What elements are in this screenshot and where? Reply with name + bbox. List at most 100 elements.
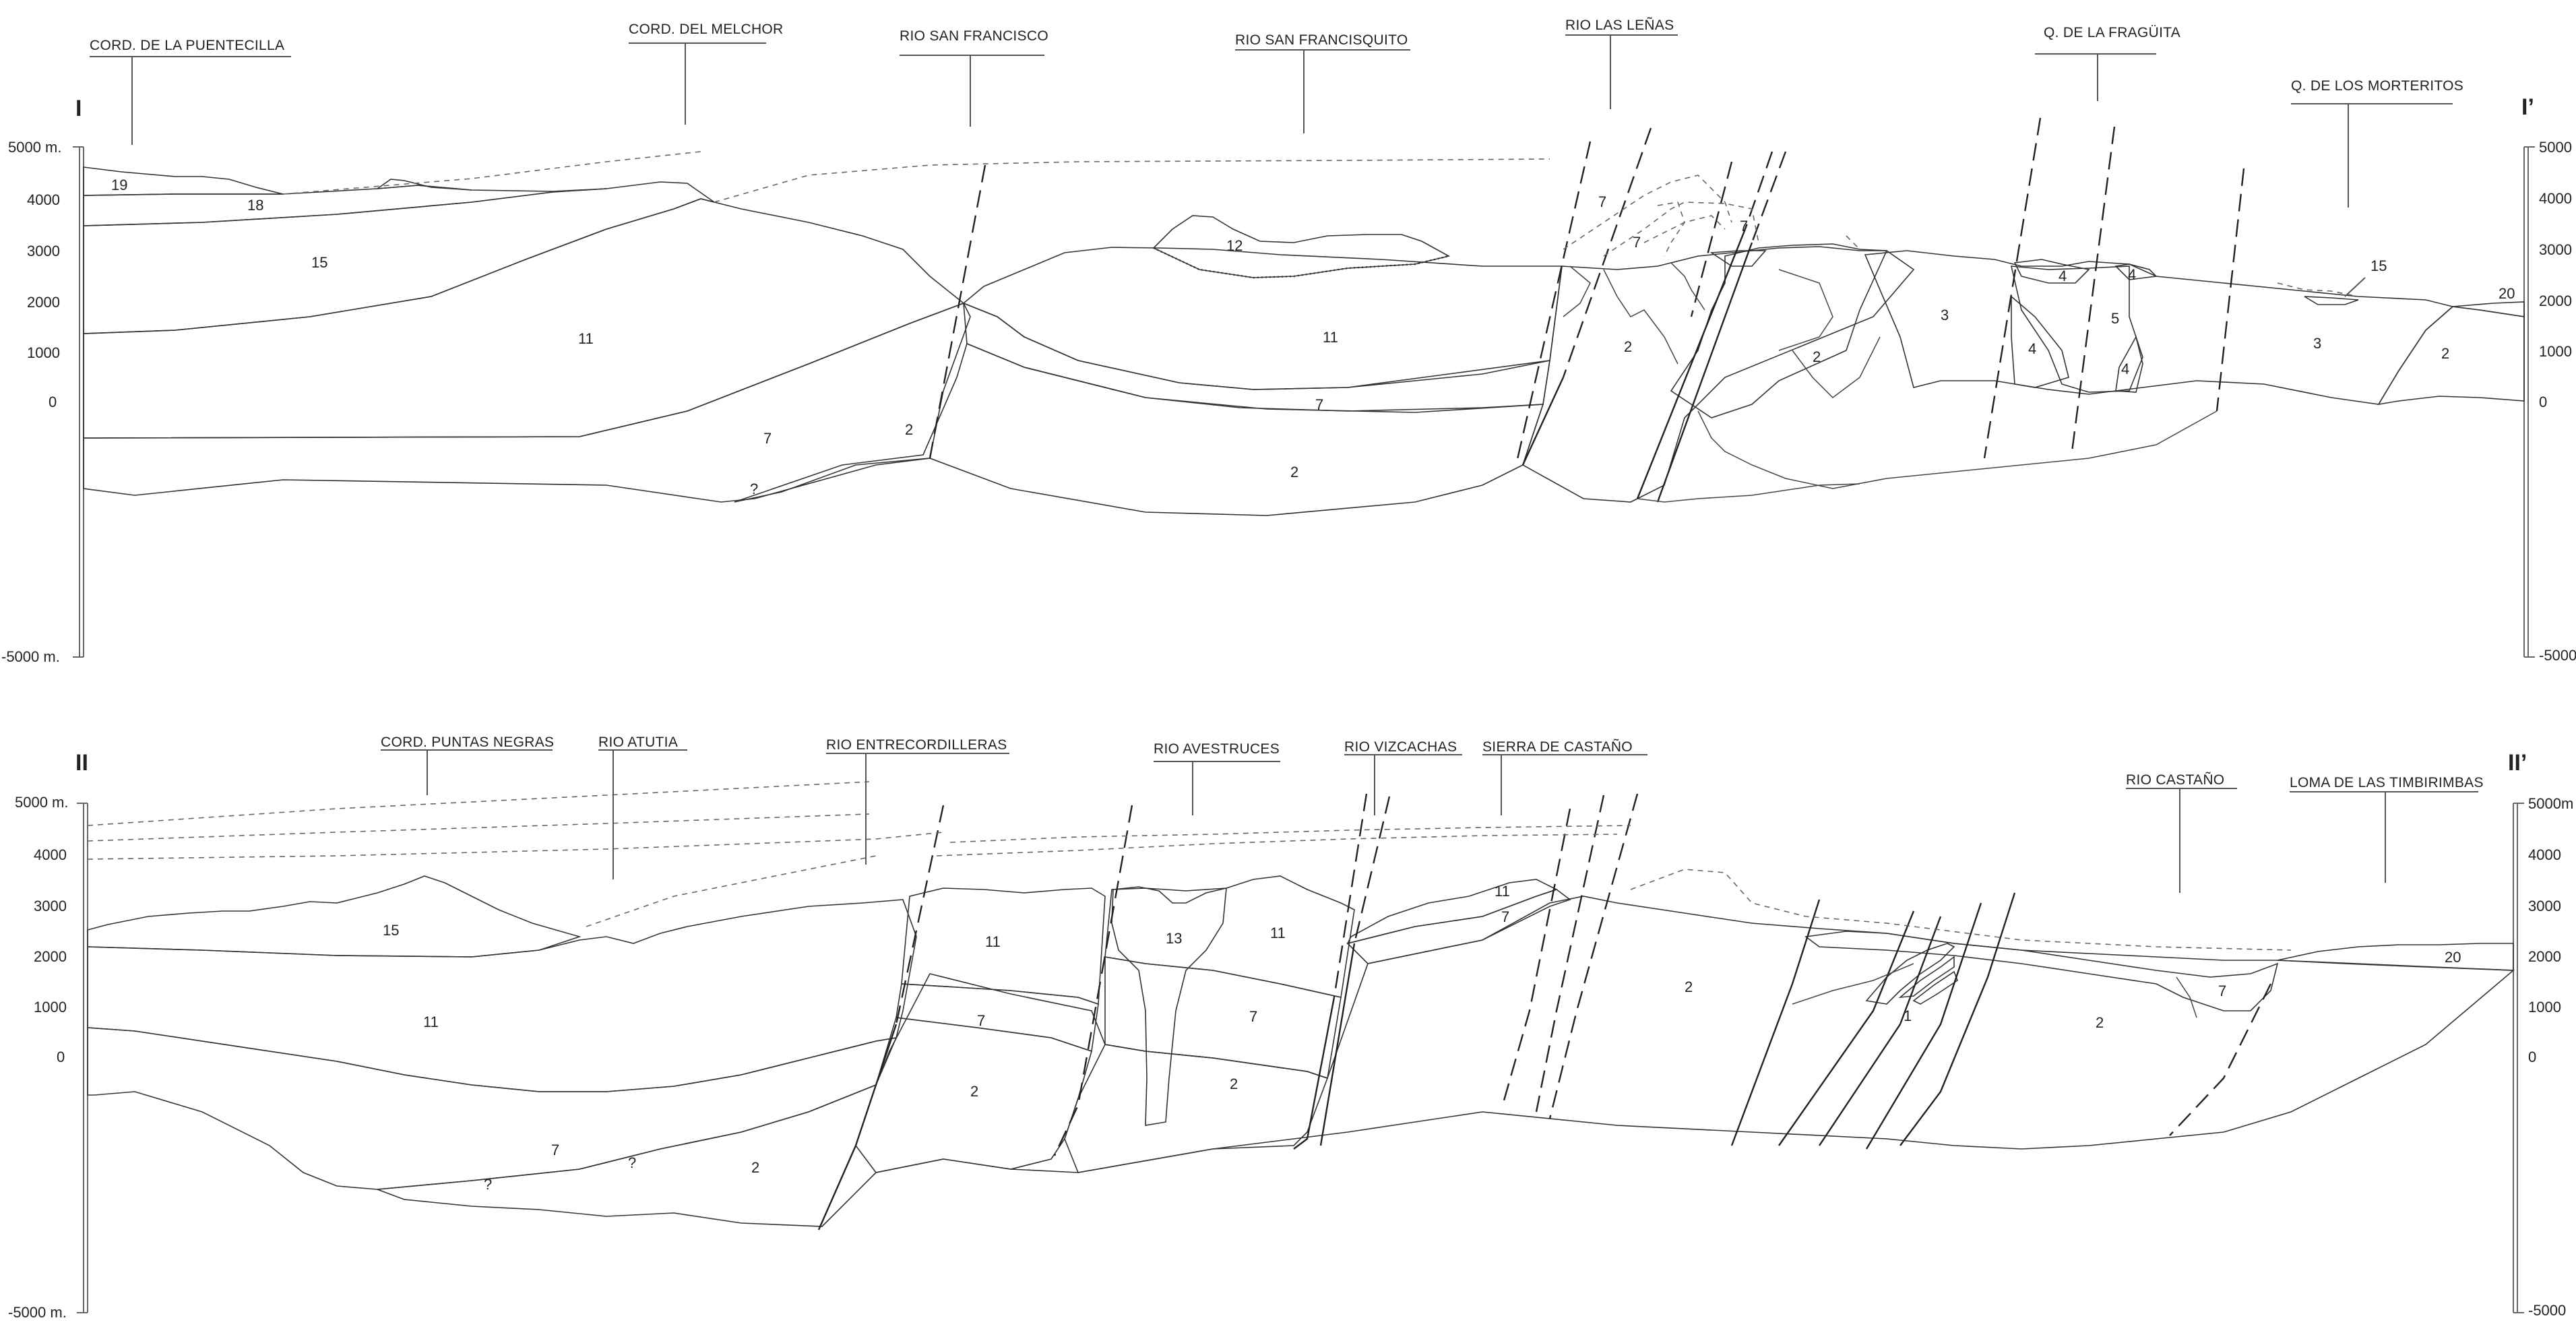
section-2-left-scale: 5000 m. 4000 3000 2000 1000 0 -5000 m. — [8, 794, 88, 1321]
restored-profile — [586, 855, 877, 927]
section-1-left-scale: 5000 m. 4000 3000 2000 1000 0 -5000 m. — [1, 139, 84, 665]
fault — [1899, 892, 2016, 1146]
right-scale-tick-4000: 4000 — [2539, 190, 2572, 207]
restored-profile — [1630, 869, 2292, 951]
unit-label: 7 — [1249, 1008, 1257, 1025]
unit-2-basement-west — [734, 342, 1544, 516]
fault — [1501, 808, 1571, 1106]
unit-4-b — [2114, 263, 2158, 280]
fault — [1515, 141, 1592, 466]
fault — [1053, 805, 1133, 1156]
unit-label: 11 — [1270, 925, 1286, 941]
fault — [2071, 126, 2116, 452]
fault — [1744, 151, 1773, 230]
unit-label: 7 — [1501, 908, 1509, 925]
unit-label: 3 — [1941, 307, 1949, 323]
fault — [1690, 161, 1733, 317]
unit-label: 20 — [2499, 285, 2515, 302]
unit-15-east — [2304, 296, 2359, 305]
unit-2-central-b — [1064, 1044, 1329, 1173]
unit-label: 4 — [2121, 361, 2129, 377]
right-scale-tick-0: 0 — [2539, 394, 2547, 410]
unit-label: 18 — [247, 197, 263, 214]
structure-line — [1563, 266, 1591, 317]
unit-label: 1 — [1904, 1007, 1912, 1024]
right-scale-tick-4000: 4000 — [2528, 846, 2561, 863]
right-scale-tick-3000: 3000 — [2539, 241, 2572, 258]
left-scale-tick-3000: 3000 — [27, 243, 60, 259]
unit-18 — [83, 185, 607, 226]
left-scale-tick-0: 0 — [49, 394, 57, 410]
fault — [1353, 796, 1391, 944]
unit-label: 15 — [383, 922, 399, 939]
left-scale-tick-2000: 2000 — [34, 948, 67, 965]
unit-15-west — [83, 181, 715, 334]
fault — [1562, 127, 1652, 378]
structure-line — [1670, 262, 1705, 311]
restored-profile — [1657, 201, 1685, 257]
unit-12 — [1152, 215, 1451, 278]
left-scale-tick-minus5000: -5000 m. — [8, 1304, 67, 1321]
unit-label: 11 — [985, 933, 1001, 950]
place-rio-atutia: RIO ATUTIA — [598, 735, 678, 750]
left-scale-tick-4000: 4000 — [27, 191, 60, 208]
unit-label: 4 — [2128, 266, 2136, 283]
right-scale-tick-0: 0 — [2528, 1049, 2536, 1065]
fault — [2216, 168, 2245, 412]
unit-label: 7 — [977, 1012, 985, 1029]
place-sierra-castano: SIERRA DE CASTAÑO — [1482, 739, 1633, 755]
restored-profile — [87, 781, 870, 826]
restored-profile — [1846, 235, 1860, 250]
unit-label: 7 — [1633, 234, 1641, 251]
place-rio-las-lenas: RIO LAS LEÑAS — [1565, 17, 1674, 33]
section-1: 5000 m. 4000 3000 2000 1000 0 -5000 m. 5… — [1, 17, 2576, 665]
fault — [895, 805, 945, 1025]
unit-7-las-lenas — [1709, 250, 1767, 267]
unit-7-central — [963, 302, 1550, 413]
left-scale-tick-5000: 5000 m. — [8, 139, 62, 156]
unit-7-east-sliver — [1346, 889, 1571, 964]
unit-7-central-a — [896, 983, 1099, 1053]
unit-label: 4 — [2059, 268, 2067, 284]
section-1-right-scale: 5000 4000 3000 2000 1000 0 -5000 — [2523, 139, 2576, 664]
fault — [1819, 916, 1942, 1146]
section-2: 5000 m. 4000 3000 2000 1000 0 -5000 m. 5… — [8, 735, 2573, 1321]
restored-profile — [87, 813, 870, 842]
fault — [1333, 793, 1368, 998]
place-cord-puentecilla: CORD. DE LA PUENTECILLA — [90, 38, 284, 53]
place-cord-melchor: CORD. DEL MELCHOR — [629, 22, 784, 37]
unit-11-east — [1346, 879, 1559, 945]
fault — [1319, 943, 1356, 1146]
structure-line — [1778, 269, 1833, 351]
unit-label: 7 — [2218, 983, 2226, 999]
unit-label: 7 — [1315, 396, 1323, 413]
fault — [1865, 902, 1982, 1150]
section-2-right-scale: 5000m 4000 3000 2000 1000 0 -5000 — [2513, 795, 2573, 1319]
unit-7-central-b — [1104, 956, 1342, 1080]
unit-label: 20 — [2445, 949, 2461, 966]
unit-label: ? — [750, 480, 758, 497]
structure-line — [1697, 410, 2218, 489]
place-cord-puntas-negras: CORD. PUNTAS NEGRAS — [381, 735, 554, 750]
unit-label: 15 — [311, 254, 327, 271]
place-rio-san-francisco: RIO SAN FRANCISCO — [900, 28, 1048, 44]
unit-19 — [83, 166, 284, 196]
right-scale-tick-5000: 5000m — [2528, 795, 2573, 812]
restored-profile — [936, 834, 1618, 856]
fault — [1636, 228, 1747, 499]
structure-line — [1792, 963, 1914, 1005]
place-q-morteritos: Q. DE LOS MORTERITOS — [2291, 78, 2463, 94]
fault — [1656, 242, 1753, 503]
fault — [1778, 910, 1915, 1146]
unit-7-east — [1804, 931, 2279, 1011]
section-2-left-label: II — [75, 750, 88, 776]
place-rio-avestruces: RIO AVESTRUCES — [1154, 741, 1280, 757]
unit-leader — [2344, 277, 2366, 297]
unit-label: 2 — [1230, 1075, 1238, 1092]
unit-label: 15 — [2370, 257, 2387, 274]
unit-11-central — [962, 247, 1563, 390]
left-scale-tick-1000: 1000 — [27, 344, 60, 361]
unit-label: ? — [484, 1176, 492, 1193]
fault — [1730, 899, 1821, 1146]
